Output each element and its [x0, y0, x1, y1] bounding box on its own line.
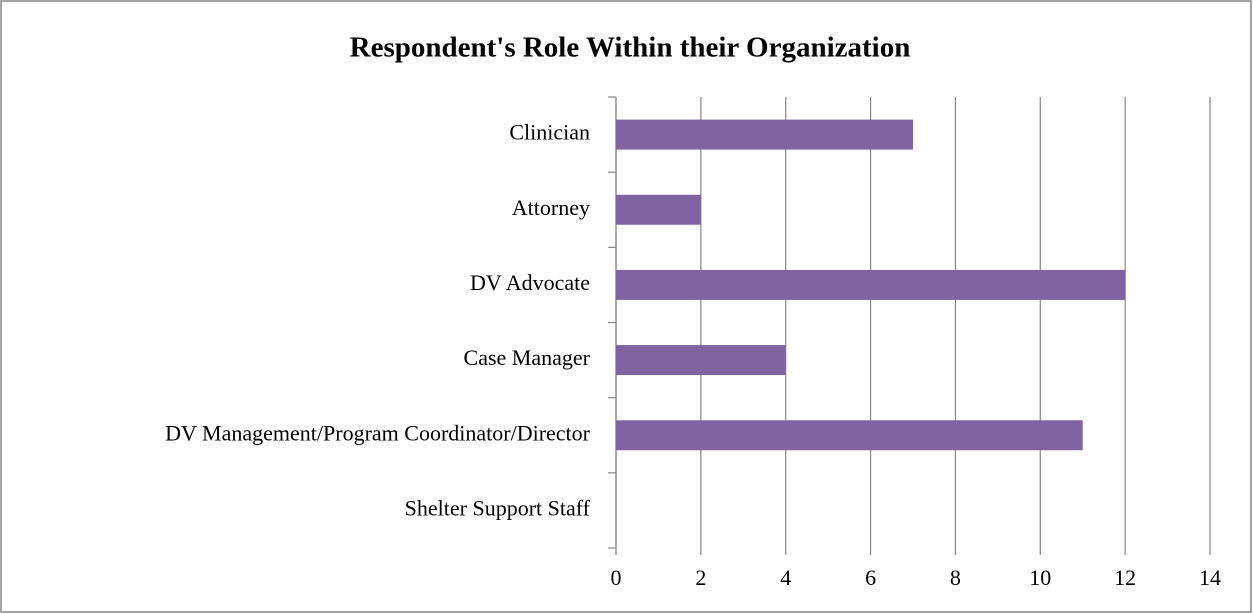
- y-tick-label: DV Advocate: [470, 270, 590, 295]
- x-tick-label: 8: [950, 565, 961, 590]
- y-tick-label: Clinician: [509, 120, 590, 145]
- chart-title: Respondent's Role Within their Organizat…: [350, 32, 911, 64]
- x-tick-label: 0: [611, 565, 622, 590]
- x-tick-label: 4: [780, 565, 791, 590]
- x-tick-label: 2: [695, 565, 706, 590]
- bar: [616, 269, 1126, 300]
- x-tick-label: 10: [1029, 565, 1051, 590]
- bar: [616, 345, 786, 376]
- x-tick-label: 6: [865, 565, 876, 590]
- x-tick-label: 14: [1199, 565, 1221, 590]
- y-tick-label: Shelter Support Staff: [405, 495, 591, 520]
- bar: [616, 420, 1083, 451]
- x-tick-label: 12: [1114, 565, 1136, 590]
- bar: [616, 194, 701, 225]
- y-tick-label: Case Manager: [464, 345, 591, 370]
- y-tick-label: Attorney: [512, 195, 590, 220]
- y-tick-label: DV Management/Program Coordinator/Direct…: [165, 420, 590, 445]
- bar: [616, 119, 913, 150]
